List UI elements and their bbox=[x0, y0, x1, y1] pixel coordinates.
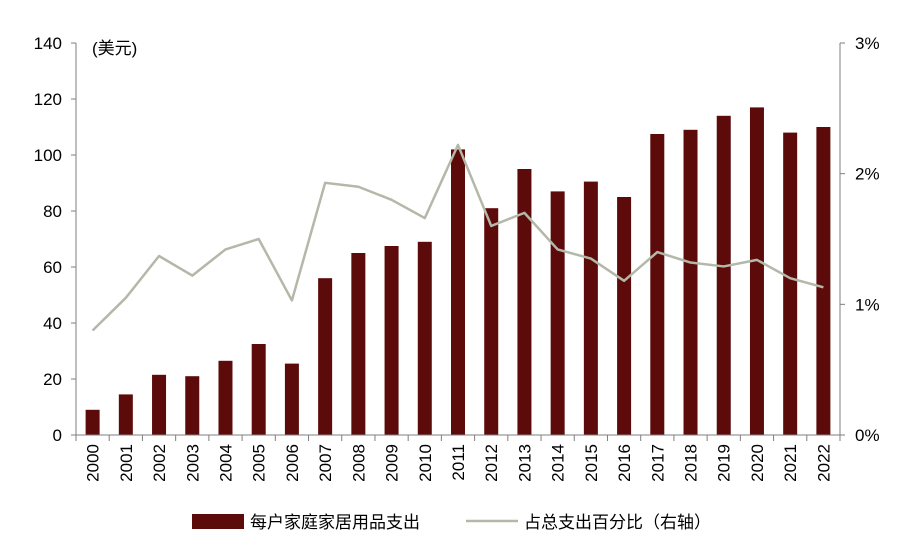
legend-swatch-bar bbox=[192, 514, 244, 529]
bar bbox=[783, 132, 798, 435]
x-tick-label: 2015 bbox=[582, 444, 601, 482]
bar bbox=[384, 246, 399, 435]
y-axis-left: 0 20 40 60 80 100 120 140 bbox=[34, 34, 77, 445]
x-tick-label: 2000 bbox=[84, 444, 103, 482]
bar bbox=[351, 253, 366, 435]
bar bbox=[550, 191, 565, 435]
bar bbox=[749, 107, 764, 436]
y-left-tick-label: 20 bbox=[43, 370, 62, 389]
x-tick-label: 2021 bbox=[781, 444, 800, 482]
series-line bbox=[91, 143, 824, 332]
bar bbox=[284, 363, 299, 435]
y-left-tick-label: 60 bbox=[43, 258, 62, 277]
x-tick-label: 2004 bbox=[216, 444, 235, 482]
bar bbox=[683, 129, 698, 436]
bar bbox=[417, 241, 432, 435]
legend-label-line: 占总支出百分比（右轴） bbox=[524, 513, 711, 532]
bar bbox=[185, 376, 200, 435]
bar bbox=[118, 394, 133, 435]
bar bbox=[318, 278, 333, 435]
y-left-tick-label: 140 bbox=[34, 34, 62, 53]
bar bbox=[484, 208, 499, 435]
x-tick-label: 2019 bbox=[715, 444, 734, 482]
y-axis-left-unit-label: (美元) bbox=[92, 39, 137, 58]
x-tick-label: 2002 bbox=[150, 444, 169, 482]
bar bbox=[816, 127, 831, 435]
x-tick-label: 2006 bbox=[283, 444, 302, 482]
bar bbox=[152, 374, 167, 435]
bar bbox=[583, 181, 598, 435]
y-left-tick-label: 120 bbox=[34, 90, 62, 109]
x-tick-label: 2007 bbox=[316, 444, 335, 482]
x-tick-label: 2012 bbox=[482, 444, 501, 482]
x-tick-label: 2003 bbox=[183, 444, 202, 482]
x-tick-label: 2011 bbox=[449, 444, 468, 481]
x-tick-label: 2005 bbox=[250, 444, 269, 482]
x-tick-label: 2018 bbox=[682, 444, 701, 482]
x-tick-label: 2009 bbox=[383, 444, 402, 482]
y-left-tick-label: 80 bbox=[43, 202, 62, 221]
bar bbox=[218, 360, 233, 435]
x-tick-label: 2022 bbox=[814, 444, 833, 482]
bar bbox=[85, 409, 100, 435]
bar bbox=[251, 344, 266, 435]
legend: 每户家庭家居用品支出 占总支出百分比（右轴） bbox=[192, 513, 711, 532]
bar bbox=[517, 169, 532, 435]
y-left-tick-label: 100 bbox=[34, 146, 62, 165]
bar bbox=[716, 115, 731, 436]
x-tick-label: 2020 bbox=[748, 444, 767, 482]
legend-label-bar: 每户家庭家居用品支出 bbox=[250, 513, 420, 532]
x-tick-label: 2013 bbox=[515, 444, 534, 482]
x-tick-label: 2017 bbox=[648, 444, 667, 482]
bar bbox=[650, 134, 665, 435]
y-right-tick-label: 2% bbox=[855, 165, 880, 184]
bar bbox=[617, 197, 632, 435]
x-tick-label: 2016 bbox=[615, 444, 634, 482]
x-tick-label: 2014 bbox=[549, 444, 568, 482]
y-right-tick-label: 1% bbox=[855, 295, 880, 314]
x-tick-label: 2008 bbox=[349, 444, 368, 482]
y-right-tick-label: 0% bbox=[855, 426, 880, 445]
bar bbox=[451, 149, 465, 435]
plot-area bbox=[85, 107, 831, 436]
x-axis: 2000 2001 2002 2003 2004 2005 2006 2007 2008 2009… bbox=[75, 434, 841, 482]
x-tick-label: 2001 bbox=[117, 444, 136, 482]
x-tick-label: 2010 bbox=[416, 444, 435, 482]
y-axis-right: 0% 1% 2% 3% bbox=[839, 34, 880, 445]
y-left-tick-label: 0 bbox=[53, 426, 62, 445]
y-left-tick-label: 40 bbox=[43, 314, 62, 333]
y-right-tick-label: 3% bbox=[855, 34, 880, 53]
